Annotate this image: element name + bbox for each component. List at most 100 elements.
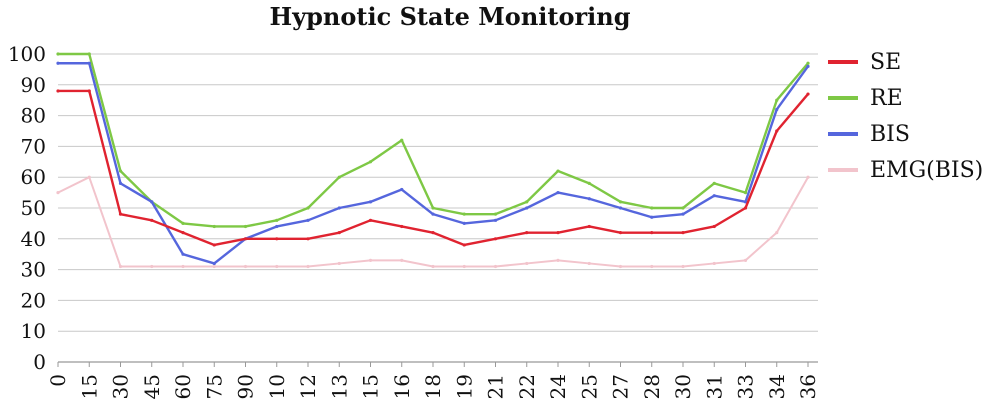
x-tick-label: 0 bbox=[46, 374, 70, 387]
y-tick-label: 60 bbox=[21, 165, 46, 189]
data-point-se bbox=[306, 237, 310, 241]
data-point-emg-bis- bbox=[618, 264, 623, 269]
data-point-re bbox=[306, 206, 310, 210]
data-point-re bbox=[56, 52, 60, 56]
data-point-bis bbox=[337, 206, 341, 210]
data-point-emg-bis- bbox=[118, 264, 123, 269]
data-point-re bbox=[212, 224, 216, 229]
y-tick-label: 70 bbox=[21, 134, 46, 158]
x-tick-label: 18 bbox=[421, 374, 445, 399]
data-point-se bbox=[618, 231, 623, 235]
data-point-se bbox=[431, 231, 435, 235]
data-point-re bbox=[493, 212, 498, 216]
data-point-re bbox=[462, 212, 466, 216]
y-tick-label: 40 bbox=[21, 227, 46, 251]
data-point-emg-bis- bbox=[462, 264, 466, 269]
data-point-re bbox=[525, 200, 529, 204]
legend-label-se: SE bbox=[870, 49, 902, 75]
data-point-bis bbox=[681, 212, 685, 216]
data-point-emg-bis- bbox=[712, 261, 716, 266]
data-point-se bbox=[587, 224, 591, 229]
data-point-emg-bis- bbox=[806, 175, 810, 179]
legend-item-emg[interactable]: EMG(BIS) bbox=[828, 152, 998, 188]
data-point-se bbox=[743, 206, 748, 210]
y-tick-label: 50 bbox=[21, 196, 46, 220]
x-tick-label: 21 bbox=[484, 374, 508, 399]
chart-title: Hypnotic State Monitoring bbox=[269, 2, 631, 31]
series-line-emg-bis- bbox=[57, 176, 809, 268]
data-point-re bbox=[743, 191, 748, 195]
data-point-se bbox=[118, 212, 123, 216]
data-point-se bbox=[650, 231, 654, 235]
x-tick-label: 45 bbox=[140, 374, 164, 399]
data-point-bis bbox=[712, 194, 716, 198]
data-point-se bbox=[462, 243, 466, 247]
x-tick-label: 60 bbox=[171, 374, 195, 399]
data-point-bis bbox=[462, 221, 466, 225]
data-point-bis bbox=[212, 261, 216, 266]
data-point-se bbox=[337, 231, 341, 235]
data-point-emg-bis- bbox=[525, 261, 529, 266]
x-tick-label: 30 bbox=[671, 374, 695, 399]
data-point-se bbox=[525, 231, 529, 235]
y-tick-label: 0 bbox=[33, 350, 46, 374]
data-point-se bbox=[775, 129, 779, 133]
x-tick-label: 13 bbox=[327, 374, 351, 399]
x-tick-label: 25 bbox=[577, 374, 601, 399]
data-point-se bbox=[243, 237, 248, 241]
y-tick-label: 100 bbox=[8, 42, 46, 66]
legend-item-re[interactable]: RE bbox=[828, 80, 998, 116]
data-point-bis bbox=[275, 224, 279, 229]
legend-label-emg: EMG(BIS) bbox=[870, 157, 984, 183]
x-tick-label: 36 bbox=[796, 374, 820, 399]
legend: SE RE BIS EMG(BIS) bbox=[828, 44, 998, 188]
data-point-emg-bis- bbox=[368, 258, 373, 262]
data-point-re bbox=[556, 169, 560, 173]
data-point-se bbox=[493, 237, 498, 241]
data-point-bis bbox=[306, 218, 310, 222]
data-point-emg-bis- bbox=[493, 264, 498, 269]
data-point-bis bbox=[431, 212, 435, 216]
data-point-se bbox=[556, 231, 560, 235]
data-point-se bbox=[181, 231, 185, 235]
data-point-emg-bis- bbox=[743, 258, 748, 262]
data-point-emg-bis- bbox=[87, 175, 91, 179]
data-point-re bbox=[337, 175, 341, 179]
x-tick-label: 10 bbox=[265, 374, 289, 399]
x-tick-label: 15 bbox=[359, 374, 383, 399]
y-tick-label: 80 bbox=[21, 104, 46, 128]
legend-item-bis[interactable]: BIS bbox=[828, 116, 998, 152]
x-tick-label: 90 bbox=[234, 374, 258, 399]
legend-swatch-se bbox=[828, 60, 858, 64]
data-point-bis bbox=[650, 215, 654, 219]
x-tick-label: 31 bbox=[702, 374, 726, 399]
data-point-emg-bis- bbox=[56, 191, 60, 195]
legend-label-re: RE bbox=[870, 85, 903, 111]
data-point-bis bbox=[743, 200, 748, 204]
data-point-emg-bis- bbox=[556, 258, 560, 262]
data-point-emg-bis- bbox=[400, 258, 404, 262]
data-point-emg-bis- bbox=[650, 264, 654, 269]
data-point-bis bbox=[587, 197, 591, 201]
data-point-bis bbox=[118, 181, 123, 185]
data-point-bis bbox=[400, 187, 404, 192]
y-tick-label: 20 bbox=[21, 288, 46, 312]
data-point-re bbox=[368, 160, 373, 164]
x-tick-label: 34 bbox=[765, 374, 789, 399]
data-point-bis bbox=[618, 206, 623, 210]
legend-item-se[interactable]: SE bbox=[828, 44, 998, 80]
data-point-se bbox=[712, 224, 716, 229]
data-point-re bbox=[431, 206, 435, 210]
data-point-re bbox=[587, 181, 591, 185]
x-tick-label: 22 bbox=[515, 374, 539, 399]
data-point-bis bbox=[775, 107, 779, 112]
data-point-emg-bis- bbox=[306, 264, 310, 269]
legend-swatch-re bbox=[828, 96, 858, 100]
data-point-se bbox=[87, 89, 91, 93]
legend-swatch-emg bbox=[828, 168, 858, 172]
data-point-re bbox=[806, 61, 810, 65]
data-point-re bbox=[650, 206, 654, 210]
x-tick-label: 33 bbox=[734, 374, 758, 399]
data-point-se bbox=[56, 89, 60, 93]
